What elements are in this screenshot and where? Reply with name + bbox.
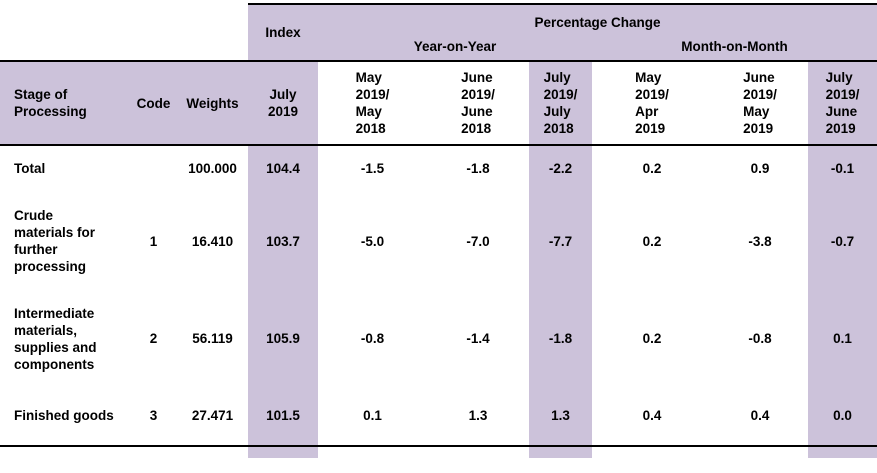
cell-weights: 16.410 bbox=[191, 233, 234, 249]
cell-stage: Finished goods bbox=[0, 386, 130, 447]
table-row-finished-goods: Finished goods 3 27.471 101.5 0.1 1.3 1.… bbox=[0, 386, 877, 447]
cell-yoy-july: 1.3 bbox=[529, 386, 592, 447]
header-index-period: July 2019 bbox=[248, 60, 318, 145]
cell-stage: Crude materials for further processing bbox=[14, 208, 96, 274]
cell-stage: Intermediate materials, supplies and com… bbox=[14, 305, 97, 372]
cell-mom-may: 0.4 bbox=[592, 386, 712, 447]
top-header-row-2: Year-on-Year Month-on-Month bbox=[0, 32, 877, 61]
cell-code: 1 bbox=[149, 233, 158, 249]
page: { "colors": { "highlight_lavender": "#CC… bbox=[0, 3, 877, 473]
cell-yoy-july: -7.7 bbox=[529, 191, 592, 291]
price-index-table: Index Percentage Change Year-on-Year Mon… bbox=[0, 3, 877, 458]
header-yoy-july-label: July 2019/ July 2018 bbox=[543, 70, 578, 136]
header-yoy-july: July 2019/ July 2018 bbox=[529, 60, 592, 145]
header-yoy-june-label: June 2019/ June 2018 bbox=[461, 70, 495, 136]
header-month-on-month: Month-on-Month bbox=[592, 32, 877, 61]
header-mom-may: May 2019/ Apr 2019 bbox=[592, 60, 712, 145]
cell-code: 3 bbox=[130, 386, 177, 447]
cell-weights: 27.471 bbox=[177, 386, 248, 447]
column-header-row: Stage of Processing Code Weights July 20… bbox=[0, 60, 877, 145]
table-row-crude-materials: Crude materials for further processing 1… bbox=[0, 191, 877, 291]
table-row-intermediate-materials: Intermediate materials, supplies and com… bbox=[0, 291, 877, 386]
header-mom-june: June 2019/ May 2019 bbox=[712, 60, 808, 145]
cell-index: 103.7 bbox=[248, 191, 318, 291]
strip-yoy-july-column bbox=[529, 446, 592, 458]
top-header-row-1: Index Percentage Change bbox=[0, 3, 877, 61]
cell-code: 2 bbox=[149, 331, 158, 346]
cell-mom-june: -0.8 bbox=[748, 331, 772, 346]
cell-index: 104.4 bbox=[248, 144, 318, 191]
header-mom-july-label: July 2019/ June 2019 bbox=[825, 70, 860, 136]
cell-yoy-june: 1.3 bbox=[427, 386, 529, 447]
cell-yoy-june: -7.0 bbox=[466, 233, 490, 249]
header-yoy-may: May 2019/ May 2018 bbox=[318, 60, 427, 145]
cell-weights: 100.000 bbox=[177, 144, 248, 191]
header-mom-may-label: May 2019/ Apr 2019 bbox=[635, 70, 669, 136]
cell-index: 101.5 bbox=[248, 386, 318, 447]
top-left-spacer bbox=[0, 4, 248, 61]
table-row-total: Total 100.000 104.4 -1.5 -1.8 -2.2 0.2 0… bbox=[0, 144, 877, 191]
cell-stage: Total bbox=[0, 144, 130, 191]
header-mom-july: July 2019/ June 2019 bbox=[808, 60, 877, 145]
header-yoy-may-label: May 2019/ May 2018 bbox=[355, 70, 390, 136]
cell-mom-may: 0.2 bbox=[642, 331, 662, 346]
cell-yoy-july: -2.2 bbox=[529, 144, 592, 191]
header-weights: Weights bbox=[177, 60, 248, 145]
cell-mom-may: 0.2 bbox=[642, 233, 662, 249]
cell-yoy-may: -1.5 bbox=[318, 144, 427, 191]
cell-yoy-june: -1.4 bbox=[466, 331, 490, 346]
cell-mom-july: 0.0 bbox=[808, 386, 877, 447]
cell-mom-july: -0.1 bbox=[808, 144, 877, 191]
cell-yoy-may: -5.0 bbox=[360, 233, 385, 249]
cell-weights: 56.119 bbox=[192, 331, 233, 346]
cell-mom-may: 0.2 bbox=[592, 144, 712, 191]
strip-mom-white bbox=[592, 446, 808, 458]
cell-code bbox=[130, 144, 177, 191]
header-mom-june-label: June 2019/ May 2019 bbox=[743, 70, 777, 136]
cell-mom-june: 0.4 bbox=[712, 386, 808, 447]
cell-mom-july: -0.7 bbox=[808, 191, 877, 291]
header-code: Code bbox=[130, 60, 177, 145]
cell-yoy-may: -0.8 bbox=[360, 331, 385, 346]
cell-mom-june: 0.9 bbox=[712, 144, 808, 191]
strip-yoy-white bbox=[318, 446, 529, 458]
cell-yoy-june: -1.8 bbox=[427, 144, 529, 191]
strip-index-column bbox=[248, 446, 318, 458]
header-yoy-june: June 2019/ June 2018 bbox=[427, 60, 529, 145]
cell-yoy-may: 0.1 bbox=[318, 386, 427, 447]
cell-mom-july: 0.1 bbox=[808, 291, 877, 386]
strip-left bbox=[0, 446, 248, 458]
strip-mom-july-column bbox=[808, 446, 877, 458]
cell-mom-june: -3.8 bbox=[748, 233, 772, 249]
bottom-strip-row bbox=[0, 446, 877, 458]
cell-index: 105.9 bbox=[248, 291, 318, 386]
header-year-on-year: Year-on-Year bbox=[318, 32, 592, 61]
header-stage-of-processing: Stage of Processing bbox=[0, 60, 130, 145]
header-percentage-change: Percentage Change bbox=[318, 3, 877, 32]
cell-yoy-july: -1.8 bbox=[529, 291, 592, 386]
header-index: Index bbox=[248, 3, 318, 61]
